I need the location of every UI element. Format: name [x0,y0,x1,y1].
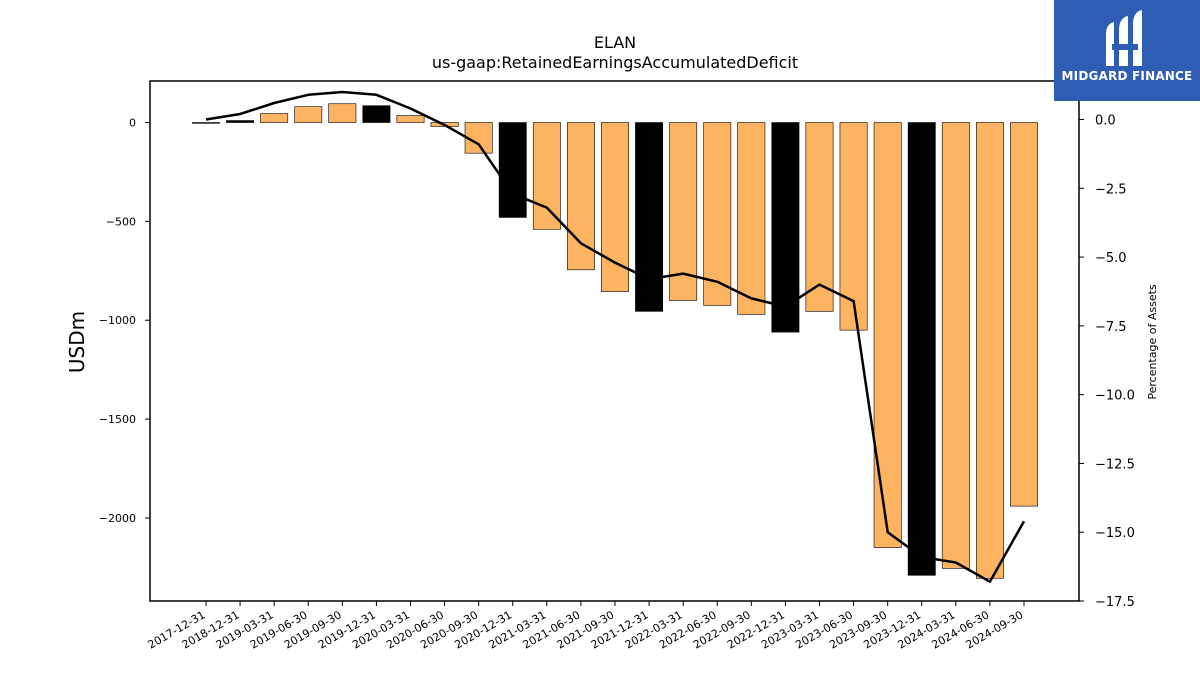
bar [294,106,323,123]
bar [635,122,664,312]
line-series [205,90,1026,583]
y2-axis-label: Percentage of Assets [1146,284,1159,400]
y2-tick-label: 0.0 [1095,114,1116,129]
y2-tick-label: −17.5 [1095,595,1135,610]
bar [362,105,391,123]
bar [839,122,868,331]
y2-tick-label: −10.0 [1095,389,1135,404]
chart-subtitle: us-gaap:RetainedEarningsAccumulatedDefic… [432,53,798,72]
bar [873,122,902,548]
y2-tick-label: −7.5 [1095,320,1127,335]
y-tick-label: −500 [106,215,136,228]
y-tick-label: 0 [129,117,136,130]
y-axis-ticks: 0 −500 −1000 −1500 −2000 [99,117,150,525]
bar [566,122,595,271]
x-axis-ticks: 2017-12-312018-12-312019-03-312019-06-30… [146,601,1026,652]
y2-axis-ticks: 0.0 −2.5 −5.0 −7.5 −10.0 −12.5 −15.0 −17.5 [1079,114,1135,610]
bar [907,122,936,576]
y2-tick-label: −5.0 [1095,251,1127,266]
y2-tick-label: −2.5 [1095,182,1127,197]
bar-series [192,103,1038,579]
bar [703,122,732,306]
logo-mark-icon [1106,10,1142,66]
bar [771,122,800,333]
y-axis-label: USDm [65,311,89,373]
percentage-line [205,90,1026,583]
y-tick-label: −2000 [99,512,136,525]
bar [805,122,834,312]
bar [226,120,255,123]
y-tick-label: −1000 [99,314,136,327]
brand-logo: MIDGARD FINANCE [1054,0,1200,101]
bar [498,122,527,218]
bar [532,122,561,230]
brand-name: MIDGARD FINANCE [1061,69,1193,83]
bar [941,122,970,569]
bar [192,122,220,124]
bar [1010,122,1038,507]
bar [669,122,698,301]
y-tick-label: −1500 [99,413,136,426]
bar [737,122,766,315]
bar [975,122,1004,579]
bar [328,103,357,123]
bar [396,115,425,123]
y2-tick-label: −12.5 [1095,457,1135,472]
chart-title: ELAN [594,33,636,52]
bar [260,113,289,123]
y2-tick-label: −15.0 [1095,526,1135,541]
